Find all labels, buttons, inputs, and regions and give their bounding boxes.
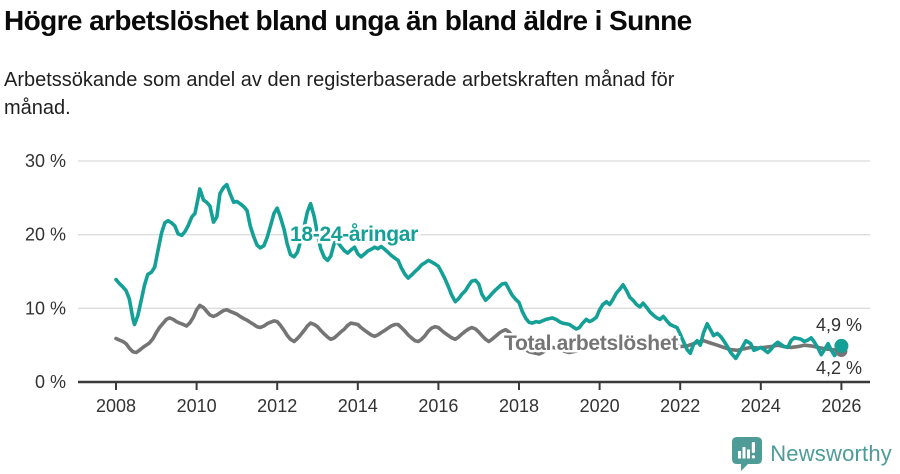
footer-brand: Newsworthy — [732, 437, 892, 471]
bar-glyph-2 — [742, 447, 746, 459]
x-tick-label-2018: 2018 — [499, 396, 539, 416]
series-line-1 — [114, 303, 844, 356]
x-tick-label-2010: 2010 — [177, 396, 217, 416]
chart-title: Högre arbetslöshet bland unga än bland ä… — [4, 5, 692, 36]
exclamation-dot — [751, 455, 756, 459]
x-tick-label-2012: 2012 — [257, 396, 297, 416]
bar-glyph-1 — [738, 451, 742, 459]
x-tick-label-2022: 2022 — [660, 396, 700, 416]
x-tick-label-2008: 2008 — [96, 396, 136, 416]
y-tick-label-0: 0 % — [35, 372, 66, 392]
y-tick-label-10: 10 % — [25, 298, 66, 318]
x-tick-label-2026: 2026 — [821, 396, 861, 416]
series-line-0 — [114, 182, 844, 361]
brand-name: Newsworthy — [770, 441, 892, 466]
x-tick-label-2020: 2020 — [580, 396, 620, 416]
end-value-label-0: 4,9 % — [816, 315, 862, 335]
x-tick-label-2014: 2014 — [338, 396, 378, 416]
newsworthy-logo-icon — [732, 437, 763, 471]
x-tick-label-2016: 2016 — [418, 396, 458, 416]
bar-glyph-3 — [747, 449, 751, 459]
exclamation-bar — [751, 442, 756, 453]
end-dot-0 — [834, 338, 849, 353]
y-tick-label-30: 30 % — [25, 151, 66, 171]
chart-subtitle: Arbetssökande som andel av den registerb… — [4, 69, 675, 120]
y-tick-label-20: 20 % — [25, 225, 66, 245]
end-value-label-1: 4,2 % — [816, 358, 862, 378]
x-tick-label-2024: 2024 — [741, 396, 781, 416]
series-label-1: Total arbetslöshet — [504, 332, 678, 355]
series-label-0: 18-24-åringar — [290, 223, 418, 246]
